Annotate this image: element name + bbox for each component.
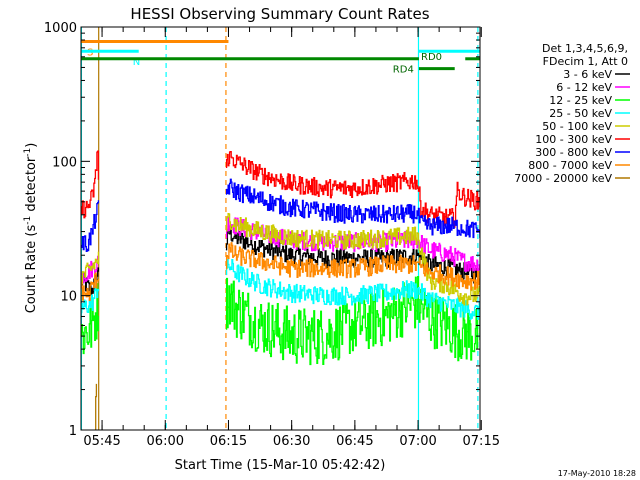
x-axis-label: Start Time (15-Mar-10 05:42:42) [175, 458, 386, 473]
footer-date: 17-May-2010 18:28 [558, 469, 636, 478]
legend-label-2: 12 - 25 keV [549, 94, 612, 107]
y-tick-label-2: 100 [52, 155, 77, 170]
rd-label-1: RD4 [393, 65, 414, 76]
rd-label-0: RD0 [421, 52, 442, 63]
series-line-6 [81, 178, 480, 253]
legend-label-5: 100 - 300 keV [535, 133, 612, 146]
legend-label-8: 7000 - 20000 keV [514, 172, 612, 185]
y-axis-label-sup2: -1 [23, 148, 33, 157]
y-axis-label-mid: detector [24, 156, 39, 216]
x-tick-label-5: 07:00 [399, 434, 436, 449]
legend-label-0: 3 - 6 keV [563, 68, 612, 81]
x-tick-label-4: 06:45 [336, 434, 373, 449]
x-tick-label-0: 05:45 [83, 434, 120, 449]
x-tick-label-1: 06:00 [147, 434, 184, 449]
plot-inner [81, 27, 480, 430]
y-axis-label-main: Count Rate (s [24, 225, 39, 314]
series-line-5 [81, 150, 480, 228]
legend-label-4: 50 - 100 keV [542, 120, 612, 133]
series-line-4 [81, 212, 480, 306]
legend-header-0: Det 1,3,4,5,6,9, [542, 42, 628, 55]
status-bar-label-1: N [133, 57, 140, 68]
legend-label-1: 6 - 12 keV [556, 81, 612, 94]
legend-header-1: FDecim 1, Att 0 [543, 55, 628, 68]
status-bar-label-0: S [87, 47, 93, 58]
y-tick-label-0: 1 [69, 424, 77, 439]
x-tick-label-2: 06:15 [210, 434, 247, 449]
x-tick-label-6: 07:15 [463, 434, 500, 449]
y-axis-label: Count Rate (s-1 detector-1) [23, 143, 39, 314]
legend-label-3: 25 - 50 keV [549, 107, 612, 120]
plot-area: S N RD0 RD4 1 10 100 1000 05:45 06:00 06:15 06:30 06… [44, 21, 500, 449]
chart-title: HESSI Observing Summary Count Rates [130, 5, 429, 23]
legend-label-6: 300 - 800 keV [535, 146, 612, 159]
series-line-7 [81, 242, 480, 302]
legend: Det 1,3,4,5,6,9,FDecim 1, Att 03 - 6 keV… [514, 42, 630, 185]
y-axis-label-end: ) [24, 143, 39, 148]
x-tick-label-3: 06:30 [273, 434, 310, 449]
y-axis-label-sup1: -1 [23, 216, 33, 225]
legend-label-7: 800 - 7000 keV [528, 159, 612, 172]
y-tick-label-3: 1000 [44, 21, 77, 36]
series-line-8 [94, 383, 98, 430]
y-tick-label-1: 10 [60, 290, 77, 305]
plot-frame [80, 26, 481, 431]
